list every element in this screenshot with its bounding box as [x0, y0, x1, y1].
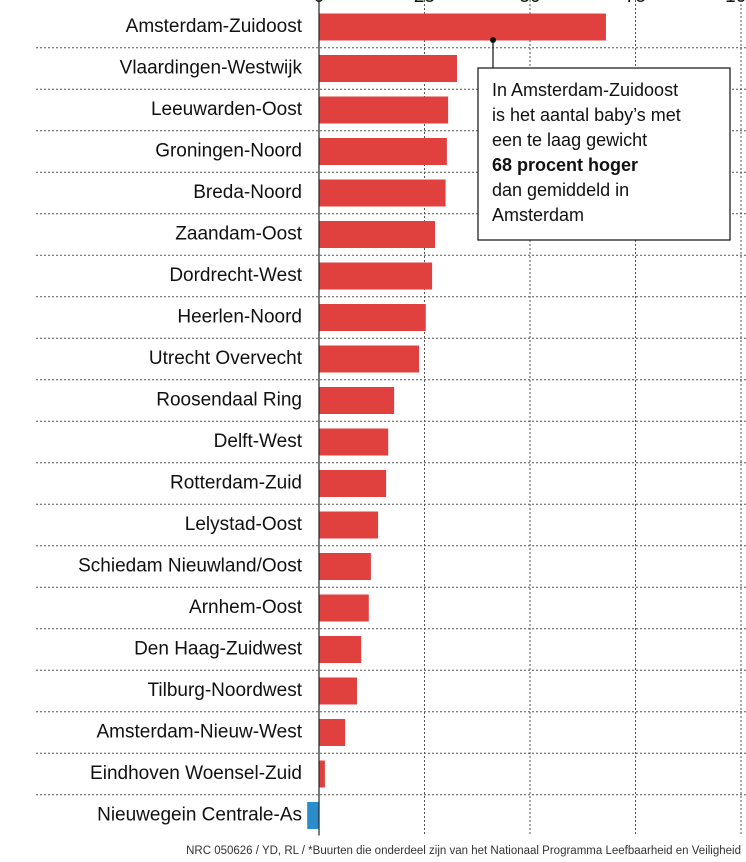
category-label: Roosendaal Ring — [156, 390, 302, 411]
category-label: Delft-West — [214, 431, 303, 452]
bar — [319, 55, 457, 82]
x-tick-label: 75 — [625, 0, 646, 7]
bar — [319, 221, 436, 248]
annotation-line: dan gemiddeld in — [492, 180, 629, 200]
category-label: Leeuwarden-Oost — [151, 99, 303, 120]
category-label: Groningen-Noord — [155, 141, 302, 162]
category-label: Rotterdam-Zuid — [170, 473, 302, 494]
annotation-line: een te laag gewicht — [492, 130, 647, 150]
bar — [319, 636, 362, 663]
bar — [319, 594, 369, 622]
x-tick-label: 50 — [519, 0, 540, 7]
bar — [319, 96, 449, 124]
category-label: Amsterdam-Nieuw-West — [96, 722, 302, 743]
bar — [319, 760, 325, 788]
bar — [319, 677, 357, 705]
annotation-dot — [490, 37, 496, 43]
bar — [319, 13, 606, 41]
bar — [307, 802, 319, 829]
category-label: Eindhoven Woensel-Zuid — [90, 763, 302, 784]
annotation-line: Amsterdam — [492, 205, 584, 225]
category-label: Schiedam Nieuwland/Oost — [78, 556, 303, 577]
bar — [319, 719, 346, 746]
bar — [319, 304, 426, 331]
annotation-line: 68 procent hoger — [492, 155, 638, 175]
bar — [319, 387, 395, 414]
category-label: Lelystad-Oost — [185, 514, 303, 535]
annotation-line: In Amsterdam-Zuidoost — [492, 80, 678, 100]
annotation-box — [477, 67, 731, 241]
category-label: Zaandam-Oost — [175, 224, 302, 245]
bar — [319, 138, 447, 165]
bar — [319, 470, 387, 497]
category-label: Heerlen-Noord — [177, 307, 302, 328]
category-label: Utrecht Overvecht — [149, 348, 303, 369]
category-label: Amsterdam-Zuidoost — [126, 16, 303, 37]
bar — [319, 428, 389, 456]
category-label: Nieuwegein Centrale-As — [97, 805, 302, 826]
bar — [319, 345, 420, 373]
category-label: Arnhem-Oost — [189, 597, 303, 618]
bar — [319, 262, 433, 290]
source-note: NRC 050626 / YD, RL / *Buurten die onder… — [186, 845, 741, 857]
x-tick-label: 100 — [725, 0, 746, 7]
bar — [319, 511, 379, 539]
annotation-line: is het aantal baby’s met — [492, 105, 681, 125]
bar — [319, 179, 446, 207]
x-tick-label: 25 — [414, 0, 435, 7]
category-label: Tilburg-Noordwest — [147, 680, 302, 701]
bar — [319, 553, 371, 580]
category-label: Dordrecht-West — [169, 265, 302, 286]
category-label: Vlaardingen-Westwijk — [120, 58, 303, 79]
category-label: Den Haag-Zuidwest — [134, 639, 303, 660]
category-label: Breda-Noord — [193, 182, 302, 203]
